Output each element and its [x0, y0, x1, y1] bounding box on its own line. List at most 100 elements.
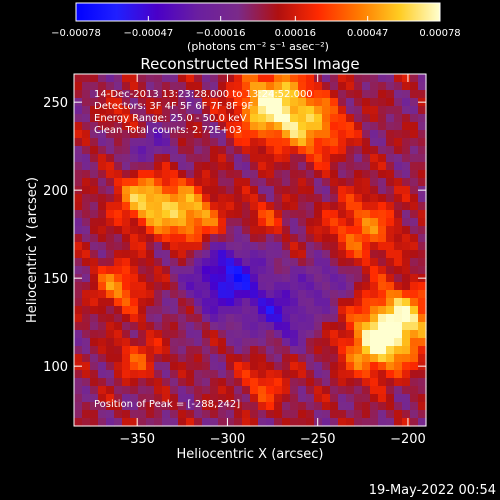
heatmap-cell: [146, 418, 155, 427]
heatmap-cell: [306, 314, 315, 323]
heatmap-cell: [106, 82, 115, 91]
heatmap-cell: [154, 242, 163, 251]
heatmap-cell: [410, 114, 419, 123]
y-axis-label: Heliocentric Y (arcsec): [25, 177, 40, 323]
heatmap-cell: [274, 290, 283, 299]
heatmap-cell: [394, 338, 403, 347]
heatmap-cell: [218, 154, 227, 163]
heatmap-cell: [394, 130, 403, 139]
heatmap-cell: [218, 410, 227, 419]
heatmap-cell: [210, 226, 219, 235]
heatmap-cell: [410, 314, 419, 323]
heatmap-cell: [242, 322, 251, 331]
heatmap-cell: [418, 122, 427, 131]
heatmap-cell: [410, 210, 419, 219]
heatmap-cell: [130, 234, 139, 243]
info-energy-range: Energy Range: 25.0 - 50.0 keV: [94, 113, 247, 124]
heatmap-cell: [298, 170, 307, 179]
heatmap-cell: [274, 234, 283, 243]
heatmap-cell: [362, 74, 371, 83]
heatmap-cell: [394, 154, 403, 163]
heatmap-cell: [250, 282, 259, 291]
heatmap-cell: [362, 290, 371, 299]
heatmap-cell: [330, 322, 339, 331]
heatmap-cell: [346, 74, 355, 83]
heatmap-cell: [274, 106, 283, 115]
heatmap-cell: [138, 306, 147, 315]
heatmap-cell: [178, 234, 187, 243]
heatmap-cell: [218, 354, 227, 363]
heatmap-cell: [370, 370, 379, 379]
heatmap-cell: [122, 338, 131, 347]
heatmap-cell: [242, 186, 251, 195]
heatmap-cell: [306, 266, 315, 275]
heatmap-cell: [202, 170, 211, 179]
heatmap-cell: [74, 146, 83, 155]
heatmap-cell: [202, 338, 211, 347]
heatmap-cell: [186, 370, 195, 379]
heatmap-cell: [290, 90, 299, 99]
heatmap-cell: [314, 226, 323, 235]
heatmap-cell: [250, 130, 259, 139]
heatmap-cell: [98, 98, 107, 107]
heatmap-cell: [362, 338, 371, 347]
heatmap-cell: [178, 346, 187, 355]
x-tick-label: −350: [119, 432, 155, 447]
heatmap-cell: [306, 146, 315, 155]
heatmap-cell: [346, 106, 355, 115]
heatmap-cell: [362, 282, 371, 291]
heatmap-cell: [114, 298, 123, 307]
heatmap-cell: [370, 98, 379, 107]
heatmap-cell: [282, 154, 291, 163]
heatmap-cell: [354, 394, 363, 403]
heatmap-cell: [258, 338, 267, 347]
heatmap-cell: [298, 418, 307, 427]
heatmap-cell: [322, 330, 331, 339]
heatmap-cell: [98, 186, 107, 195]
heatmap-cell: [194, 146, 203, 155]
heatmap-cell: [410, 98, 419, 107]
heatmap-cell: [98, 354, 107, 363]
heatmap-cell: [354, 258, 363, 267]
heatmap-cell: [162, 194, 171, 203]
heatmap-cell: [114, 410, 123, 419]
heatmap-cell: [258, 74, 267, 83]
heatmap-cell: [194, 298, 203, 307]
heatmap-cell: [370, 330, 379, 339]
heatmap-cell: [346, 322, 355, 331]
heatmap-cell: [98, 370, 107, 379]
heatmap-cell: [226, 226, 235, 235]
heatmap-cell: [338, 114, 347, 123]
heatmap-cell: [194, 210, 203, 219]
heatmap-cell: [394, 98, 403, 107]
heatmap-cell: [314, 234, 323, 243]
heatmap-cell: [210, 122, 219, 131]
heatmap-cell: [178, 378, 187, 387]
heatmap-cell: [106, 162, 115, 171]
heatmap-cell: [202, 90, 211, 99]
heatmap-cell: [362, 402, 371, 411]
heatmap-cell: [138, 210, 147, 219]
heatmap-cell: [234, 338, 243, 347]
heatmap-cell: [362, 82, 371, 91]
heatmap-cell: [146, 362, 155, 371]
heatmap-cell: [378, 290, 387, 299]
heatmap-cell: [162, 234, 171, 243]
heatmap-cell: [370, 210, 379, 219]
heatmap-cell: [290, 122, 299, 131]
heatmap-cell: [218, 114, 227, 123]
heatmap-cell: [122, 322, 131, 331]
heatmap-cell: [330, 122, 339, 131]
heatmap-cell: [282, 314, 291, 323]
heatmap-cell: [314, 346, 323, 355]
heatmap-cell: [282, 306, 291, 315]
heatmap-cell: [106, 410, 115, 419]
heatmap-cell: [418, 258, 427, 267]
heatmap-cell: [418, 242, 427, 251]
heatmap-cell: [106, 114, 115, 123]
heatmap-cell: [122, 258, 131, 267]
heatmap-cell: [82, 98, 91, 107]
heatmap-cell: [122, 306, 131, 315]
heatmap-cell: [178, 386, 187, 395]
heatmap-cell: [274, 82, 283, 91]
